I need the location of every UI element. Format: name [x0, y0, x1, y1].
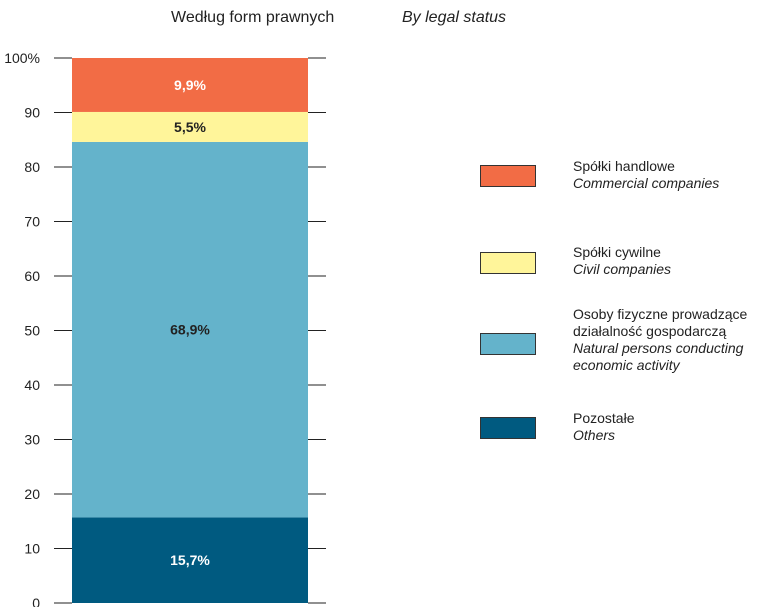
legend-swatch-natural: [480, 333, 536, 355]
legend-label-natural-en: Natural persons conducting economic acti…: [573, 340, 744, 373]
y-tick-label: 20: [24, 486, 40, 502]
data-label-civil: 5,5%: [174, 119, 206, 135]
chart-title-english: By legal status: [402, 9, 507, 26]
data-label-natural: 68,9%: [170, 322, 210, 338]
legend-label-commercial-en: Commercial companies: [573, 175, 720, 191]
y-tick-label: 70: [24, 214, 40, 230]
legend-label-civil-pl: Spółki cywilne: [573, 244, 661, 260]
y-tick-label: 40: [24, 377, 40, 393]
y-tick-label: 50: [24, 323, 40, 339]
chart-title-polish: Według form prawnych: [171, 9, 335, 26]
legend-swatch-others: [480, 417, 536, 439]
y-tick-label: 80: [24, 159, 40, 175]
legend-label-others-pl: Pozostałe: [573, 410, 635, 426]
y-tick-label: 90: [24, 105, 40, 121]
y-axis: 0 10 20 30 40 50 60 70 80 90 100%: [4, 50, 326, 607]
legend-label-others-en: Others: [573, 427, 616, 443]
y-tick-label: 100%: [4, 50, 40, 66]
legend-swatch-commercial: [480, 165, 536, 187]
legend-label-civil-en: Civil companies: [573, 261, 672, 277]
bar-segment-civil: [72, 111, 308, 142]
bar-segment-others: [72, 517, 308, 603]
data-labels: 15,7% 68,9% 5,5% 9,9%: [170, 77, 210, 568]
legend-swatch-civil: [480, 252, 536, 274]
bar-segment-natural: [72, 141, 308, 518]
y-tick-label: 30: [24, 432, 40, 448]
legend-label-natural-pl: Osoby fizyczne prowadzące działalność go…: [573, 306, 748, 339]
legend-label-commercial-pl: Spółki handlowe: [573, 158, 675, 174]
y-tick-label: 10: [24, 541, 40, 557]
y-tick-label: 0: [32, 595, 40, 607]
y-tick-label: 60: [24, 268, 40, 284]
bar-segments: [72, 58, 308, 603]
data-label-commercial: 9,9%: [174, 77, 206, 93]
data-label-others: 15,7%: [170, 552, 210, 568]
bar-segment-commercial: [72, 58, 308, 112]
